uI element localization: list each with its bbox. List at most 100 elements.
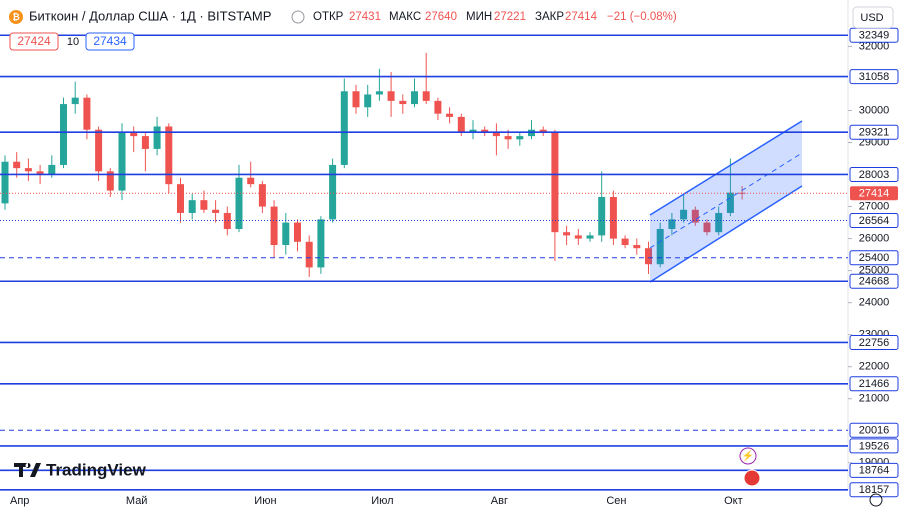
candle-body (13, 161, 21, 169)
y-tick-label: 32000 (859, 40, 890, 52)
candle-body (598, 196, 606, 236)
level-label: 26564 (859, 215, 890, 227)
stat-label: МАКС (389, 11, 421, 23)
flag-icon[interactable] (743, 469, 761, 487)
candle-body (36, 171, 44, 175)
candle-body (738, 192, 746, 194)
x-tick-label: Июл (371, 495, 393, 507)
level-label-box (849, 250, 899, 266)
candle-body (200, 200, 208, 210)
channel-top (649, 120, 803, 216)
candle-body (668, 219, 676, 229)
candle-body (212, 209, 220, 213)
candle-body (621, 238, 629, 245)
level-label-box (849, 438, 899, 454)
y-tick-label: 30000 (859, 104, 890, 116)
y-tick-label: 21000 (859, 393, 890, 405)
ask-box[interactable] (85, 32, 135, 51)
candle-body (1, 161, 9, 204)
brand: TradingView (46, 460, 147, 479)
candle-body (481, 129, 489, 133)
candle-body (457, 116, 465, 133)
coin-icon (9, 10, 23, 24)
level-label: 25400 (859, 252, 890, 264)
x-tick-label: Июн (254, 495, 276, 507)
candle-body (563, 232, 571, 236)
candle-body (305, 241, 313, 268)
level-label-box (849, 166, 899, 182)
price-label: 27414 (859, 188, 890, 200)
y-tick-label: 26000 (859, 232, 890, 244)
y-tick-label: 22000 (859, 361, 890, 373)
candle-body (399, 100, 407, 105)
level-label: 18157 (859, 484, 890, 496)
level-label: 28003 (859, 169, 890, 181)
candle-body (340, 91, 348, 165)
settings-icon[interactable] (869, 493, 883, 507)
candle-body (141, 136, 149, 149)
candle-body (294, 222, 301, 242)
level-label-box (849, 334, 899, 350)
y-tick-label: 27000 (859, 200, 890, 212)
level-label: 18764 (859, 465, 890, 477)
event-glyph: ⚡ (742, 449, 754, 462)
candle-body (446, 113, 454, 117)
stat-value: 27221 (494, 11, 526, 23)
brand-logo (14, 463, 41, 477)
candle-body (235, 177, 243, 229)
candle-body (609, 196, 617, 239)
candle-body (469, 129, 477, 133)
candle-body (633, 244, 641, 249)
level-label-box (849, 462, 899, 478)
x-tick-label: Сен (606, 495, 626, 507)
level-label: 22756 (859, 337, 890, 349)
ask: 27434 (93, 34, 127, 48)
level-label-box (849, 213, 899, 229)
x-tick-label: Апр (10, 495, 29, 507)
level-label-box (849, 69, 899, 85)
candle-body (539, 129, 547, 133)
candle-body (726, 192, 734, 213)
candle-body (504, 136, 512, 140)
candle-body (106, 171, 114, 191)
change: −21 (−0.08%) (607, 11, 677, 23)
level-label: 24668 (859, 276, 890, 288)
candle-body (329, 164, 337, 220)
candle-body (434, 100, 442, 114)
overlay: 32349 31058 29321 28003 26564 25400 24668 22756… (0, 27, 899, 498)
x-tick-label: Окт (724, 495, 743, 507)
candle-body (130, 132, 138, 137)
bid-box[interactable] (9, 32, 59, 51)
channel-mid (649, 152, 803, 249)
level-label-box (849, 482, 899, 498)
stat-label: ЗАКР (535, 11, 564, 23)
level-label: 29321 (859, 127, 890, 139)
candle-body (375, 91, 383, 95)
candle-body (270, 206, 278, 245)
candle-body (177, 184, 184, 213)
status-dot (291, 10, 305, 24)
candle-body (492, 132, 500, 137)
candle-body (95, 129, 103, 172)
candle-body (411, 91, 418, 105)
chart-title: Биткоин / Доллар США · 1Д · BITSTAMP (29, 8, 271, 23)
candle-body (165, 126, 173, 185)
currency-button[interactable] (852, 6, 894, 29)
stat-value: 27414 (565, 11, 598, 23)
candle-body (551, 132, 559, 233)
stat-label: МИН (466, 11, 492, 23)
candle-body (83, 97, 91, 130)
candle-body (352, 91, 360, 108)
candle-body (317, 219, 325, 268)
candle-body (247, 177, 255, 185)
level-label: 32349 (859, 30, 890, 42)
candle-body (574, 235, 582, 239)
stat-label: ОТКР (313, 11, 344, 23)
x-tick-label: Май (126, 495, 148, 507)
candle-body (24, 168, 32, 172)
event-icon[interactable] (739, 447, 757, 465)
level-label-box (849, 273, 899, 289)
level-label: 21466 (859, 378, 890, 390)
